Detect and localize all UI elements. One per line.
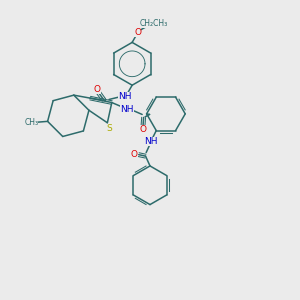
Text: O: O [131, 150, 138, 159]
Text: O: O [134, 28, 141, 37]
Text: CH₂CH₃: CH₂CH₃ [140, 19, 168, 28]
Text: O: O [140, 125, 146, 134]
Text: NH: NH [121, 105, 134, 114]
Text: NH: NH [118, 92, 131, 101]
Text: NH: NH [144, 137, 158, 146]
Text: S: S [106, 124, 112, 133]
Text: O: O [94, 85, 101, 94]
Text: CH₃: CH₃ [24, 118, 38, 127]
